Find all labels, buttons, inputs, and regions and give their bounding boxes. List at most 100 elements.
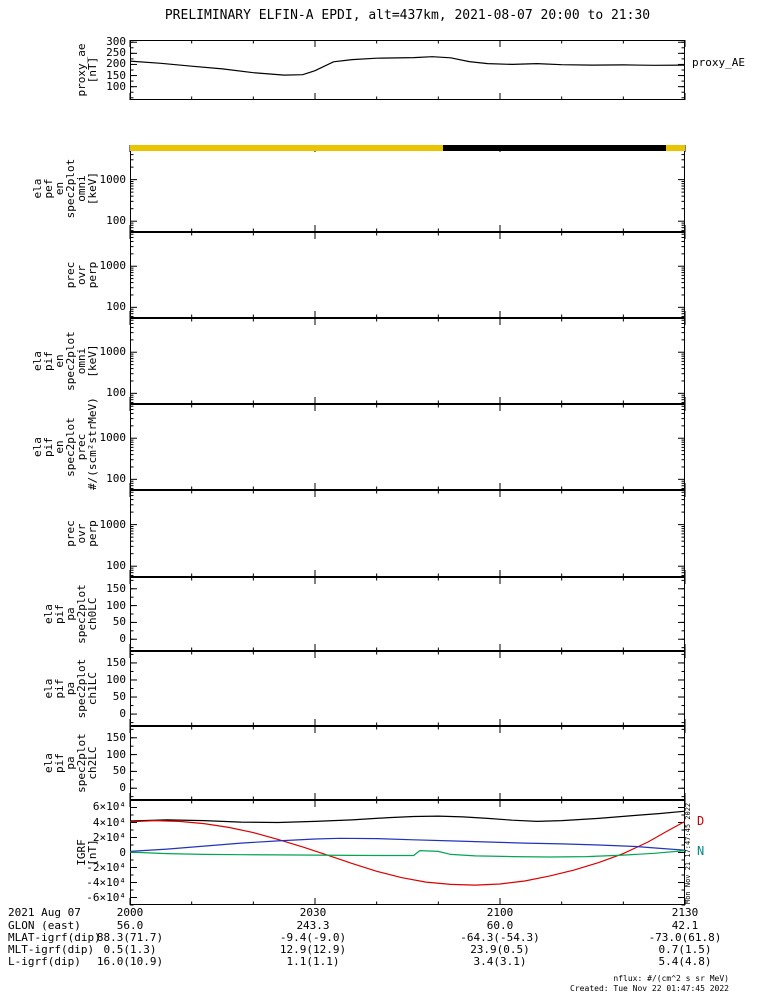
y-tick-label: 0 xyxy=(119,781,126,795)
science-zone-bar-segment xyxy=(666,145,685,151)
y-tick-label: 100 xyxy=(106,747,126,761)
footer-row-label: GLON (east) xyxy=(8,919,81,932)
y-tick-label: 0 xyxy=(119,632,126,646)
y-axis-label-igrf: IGRF [nT] xyxy=(75,839,99,866)
panel-ela-pif-pa-spec2plot-ch0LC: 150 100 50 0 xyxy=(106,577,686,651)
y-axis-label-ela-pif-pa-spec2plot-ch0LC: ela pif pa spec2plot ch0LC xyxy=(42,584,99,644)
y-tick-label: 150 xyxy=(106,581,126,595)
y-tick-label: 100 xyxy=(106,214,126,228)
footer-value: 0.7(1.5) xyxy=(658,943,712,956)
panel-plot-ela-pif-pa-spec2plot-ch0LC xyxy=(129,577,686,651)
panel-pif-prec-ovr-perp: 1000 100 xyxy=(100,490,686,577)
footer-row-mlt: MLT-igrf(dip) 0.5(1.3) 12.9(12.9) 23.9(0… xyxy=(0,943,775,956)
y-tick-label: 6×10⁴ xyxy=(92,800,126,814)
y-tick-label: 100 xyxy=(106,598,126,612)
footer-value: 243.3 xyxy=(296,919,330,932)
y-tick-label: 1000 xyxy=(99,431,127,445)
y-tick-label: 4×10⁴ xyxy=(92,815,126,829)
y-tick-label: 0 xyxy=(119,845,126,859)
series-E xyxy=(129,849,686,858)
x-axis-date-label: 2021 Aug 07 xyxy=(8,906,81,919)
footer-row-label: MLAT-igrf(dip) xyxy=(8,931,101,944)
footer-value: 56.0 xyxy=(116,919,144,932)
panel-ela-pef-en-spec2plot-omni: 1000 100 xyxy=(100,145,686,232)
panel-plot-pif-prec-ovr-perp xyxy=(129,490,686,577)
proxy-ae-right-label: proxy_AE xyxy=(692,56,745,69)
y-tick-label: 100 xyxy=(106,79,126,93)
panel-plot-pef-prec-ovr-perp xyxy=(129,232,686,318)
plot-title: PRELIMINARY ELFIN-A EPDI, alt=437km, 202… xyxy=(164,8,651,23)
y-axis-label-ela-pef-en-spec2plot-omni: ela pef en spec2plot omni [keV] xyxy=(31,158,99,219)
y-axis-label-ela-pif-en-spec2plot-prec: ela pif en spec2plot prec #/(scm²strMeV) xyxy=(31,397,99,490)
y-tick-label: 0 xyxy=(119,707,126,721)
series-proxy_AE xyxy=(129,56,686,76)
y-tick-label: 50 xyxy=(112,615,126,629)
y-tick-label: 100 xyxy=(106,386,126,400)
y-tick-label: 250 xyxy=(106,46,126,60)
series-D xyxy=(129,819,686,886)
panel-ela-pif-en-spec2plot-prec: 1000 100 xyxy=(100,404,686,490)
footer-value: 16.0(10.9) xyxy=(96,955,164,968)
science-zone-bar-segment xyxy=(443,145,667,151)
science-zone-bar-segment xyxy=(130,145,444,151)
x-tick-label: 2000 xyxy=(116,906,144,919)
panel-ela-pif-pa-spec2plot-ch2LC: 150 100 50 0 xyxy=(106,726,686,800)
footer-value: 60.0 xyxy=(486,919,514,932)
panel-ela-pif-en-spec2plot-omni: 1000 100 xyxy=(100,318,686,404)
y-tick-label: 50 xyxy=(112,690,126,704)
nflux-units-note: nflux: #/(cm^2 s sr MeV) xyxy=(613,974,729,983)
footer-value: 0.5(1.3) xyxy=(103,943,157,956)
y-tick-label: 100 xyxy=(106,300,126,314)
y-tick-label: 150 xyxy=(106,730,126,744)
y-tick-label: 150 xyxy=(106,68,126,82)
y-axis-label-proxy-ae: proxy_ae [nT] xyxy=(75,43,99,97)
y-tick-label: 50 xyxy=(112,764,126,778)
side-timestamp: Mon Nov 21 17:47:45 2022 xyxy=(684,802,692,904)
panel-plot-ela-pif-pa-spec2plot-ch2LC xyxy=(129,726,686,800)
y-tick-label: 2×10⁴ xyxy=(92,830,126,844)
footer-row-label: MLT-igrf(dip) xyxy=(8,943,95,956)
footer-value: 42.1 xyxy=(671,919,699,932)
series-N xyxy=(129,837,686,852)
footer-value: 5.4(4.8) xyxy=(658,955,712,968)
x-tick-label: 2100 xyxy=(486,906,514,919)
panel-plot-ela-pif-en-spec2plot-omni xyxy=(129,318,686,404)
x-tick-label: 2030 xyxy=(299,906,327,919)
footer-value: 12.9(12.9) xyxy=(279,943,347,956)
y-tick-label: 150 xyxy=(106,655,126,669)
panel-plot-ela-pef-en-spec2plot-omni xyxy=(129,145,686,232)
panel-pef-prec-ovr-perp: 1000 100 xyxy=(100,232,686,318)
y-tick-label: -6×10⁴ xyxy=(86,890,126,904)
y-tick-label: 1000 xyxy=(99,517,127,531)
y-axis-label-ela-pif-en-spec2plot-omni: ela pif en spec2plot omni [keV] xyxy=(31,331,99,391)
y-tick-label: 1000 xyxy=(99,345,127,359)
panel-ela-pif-pa-spec2plot-ch1LC: 150 100 50 0 xyxy=(106,651,686,726)
created-timestamp: Created: Tue Nov 22 01:47:45 2022 xyxy=(570,984,729,993)
footer-row-mlat: MLAT-igrf(dip) 88.3(71.7) -9.4(-9.0) -64… xyxy=(0,931,775,944)
footer-value: -9.4(-9.0) xyxy=(279,931,347,944)
footer-row-label: L-igrf(dip) xyxy=(8,955,81,968)
footer-value: -73.0(61.8) xyxy=(648,931,722,944)
panel-igrf: 6×10⁴ 4×10⁴ 2×10⁴ 0 -2×10⁴ -4×10⁴ -6×10⁴ xyxy=(86,800,686,906)
y-axis-label-ela-pif-pa-spec2plot-ch1LC: ela pif pa spec2plot ch1LC xyxy=(42,658,99,719)
footer-row-lshell: L-igrf(dip) 16.0(10.9) 1.1(1.1) 3.4(3.1)… xyxy=(0,955,775,968)
y-tick-label: -4×10⁴ xyxy=(86,875,126,889)
igrf-component-label-N: N xyxy=(697,844,705,858)
y-axis-label-pef-prec-ovr-perp: prec ovr perp xyxy=(64,261,99,289)
series-B xyxy=(129,810,686,824)
x-tick-label: 2130 xyxy=(671,906,699,919)
y-axis-label-ela-pif-pa-spec2plot-ch2LC: ela pif pa spec2plot ch2LC xyxy=(42,733,99,793)
y-tick-label: 1000 xyxy=(99,172,127,186)
y-tick-label: 300 xyxy=(106,35,126,49)
footer-row-glon: GLON (east) 56.0 243.3 60.0 42.1 xyxy=(0,919,775,932)
panel-plot-igrf xyxy=(129,800,686,906)
y-tick-label: 100 xyxy=(106,672,126,686)
panel-plot-ela-pif-en-spec2plot-prec xyxy=(129,404,686,490)
footer-value: 88.3(71.7) xyxy=(96,931,164,944)
y-tick-label: -2×10⁴ xyxy=(86,860,126,874)
panel-plot-ela-pif-pa-spec2plot-ch1LC xyxy=(129,651,686,726)
footer-value: -64.3(-54.3) xyxy=(460,931,540,944)
y-tick-label: 100 xyxy=(106,472,126,486)
y-tick-label: 1000 xyxy=(99,259,127,273)
